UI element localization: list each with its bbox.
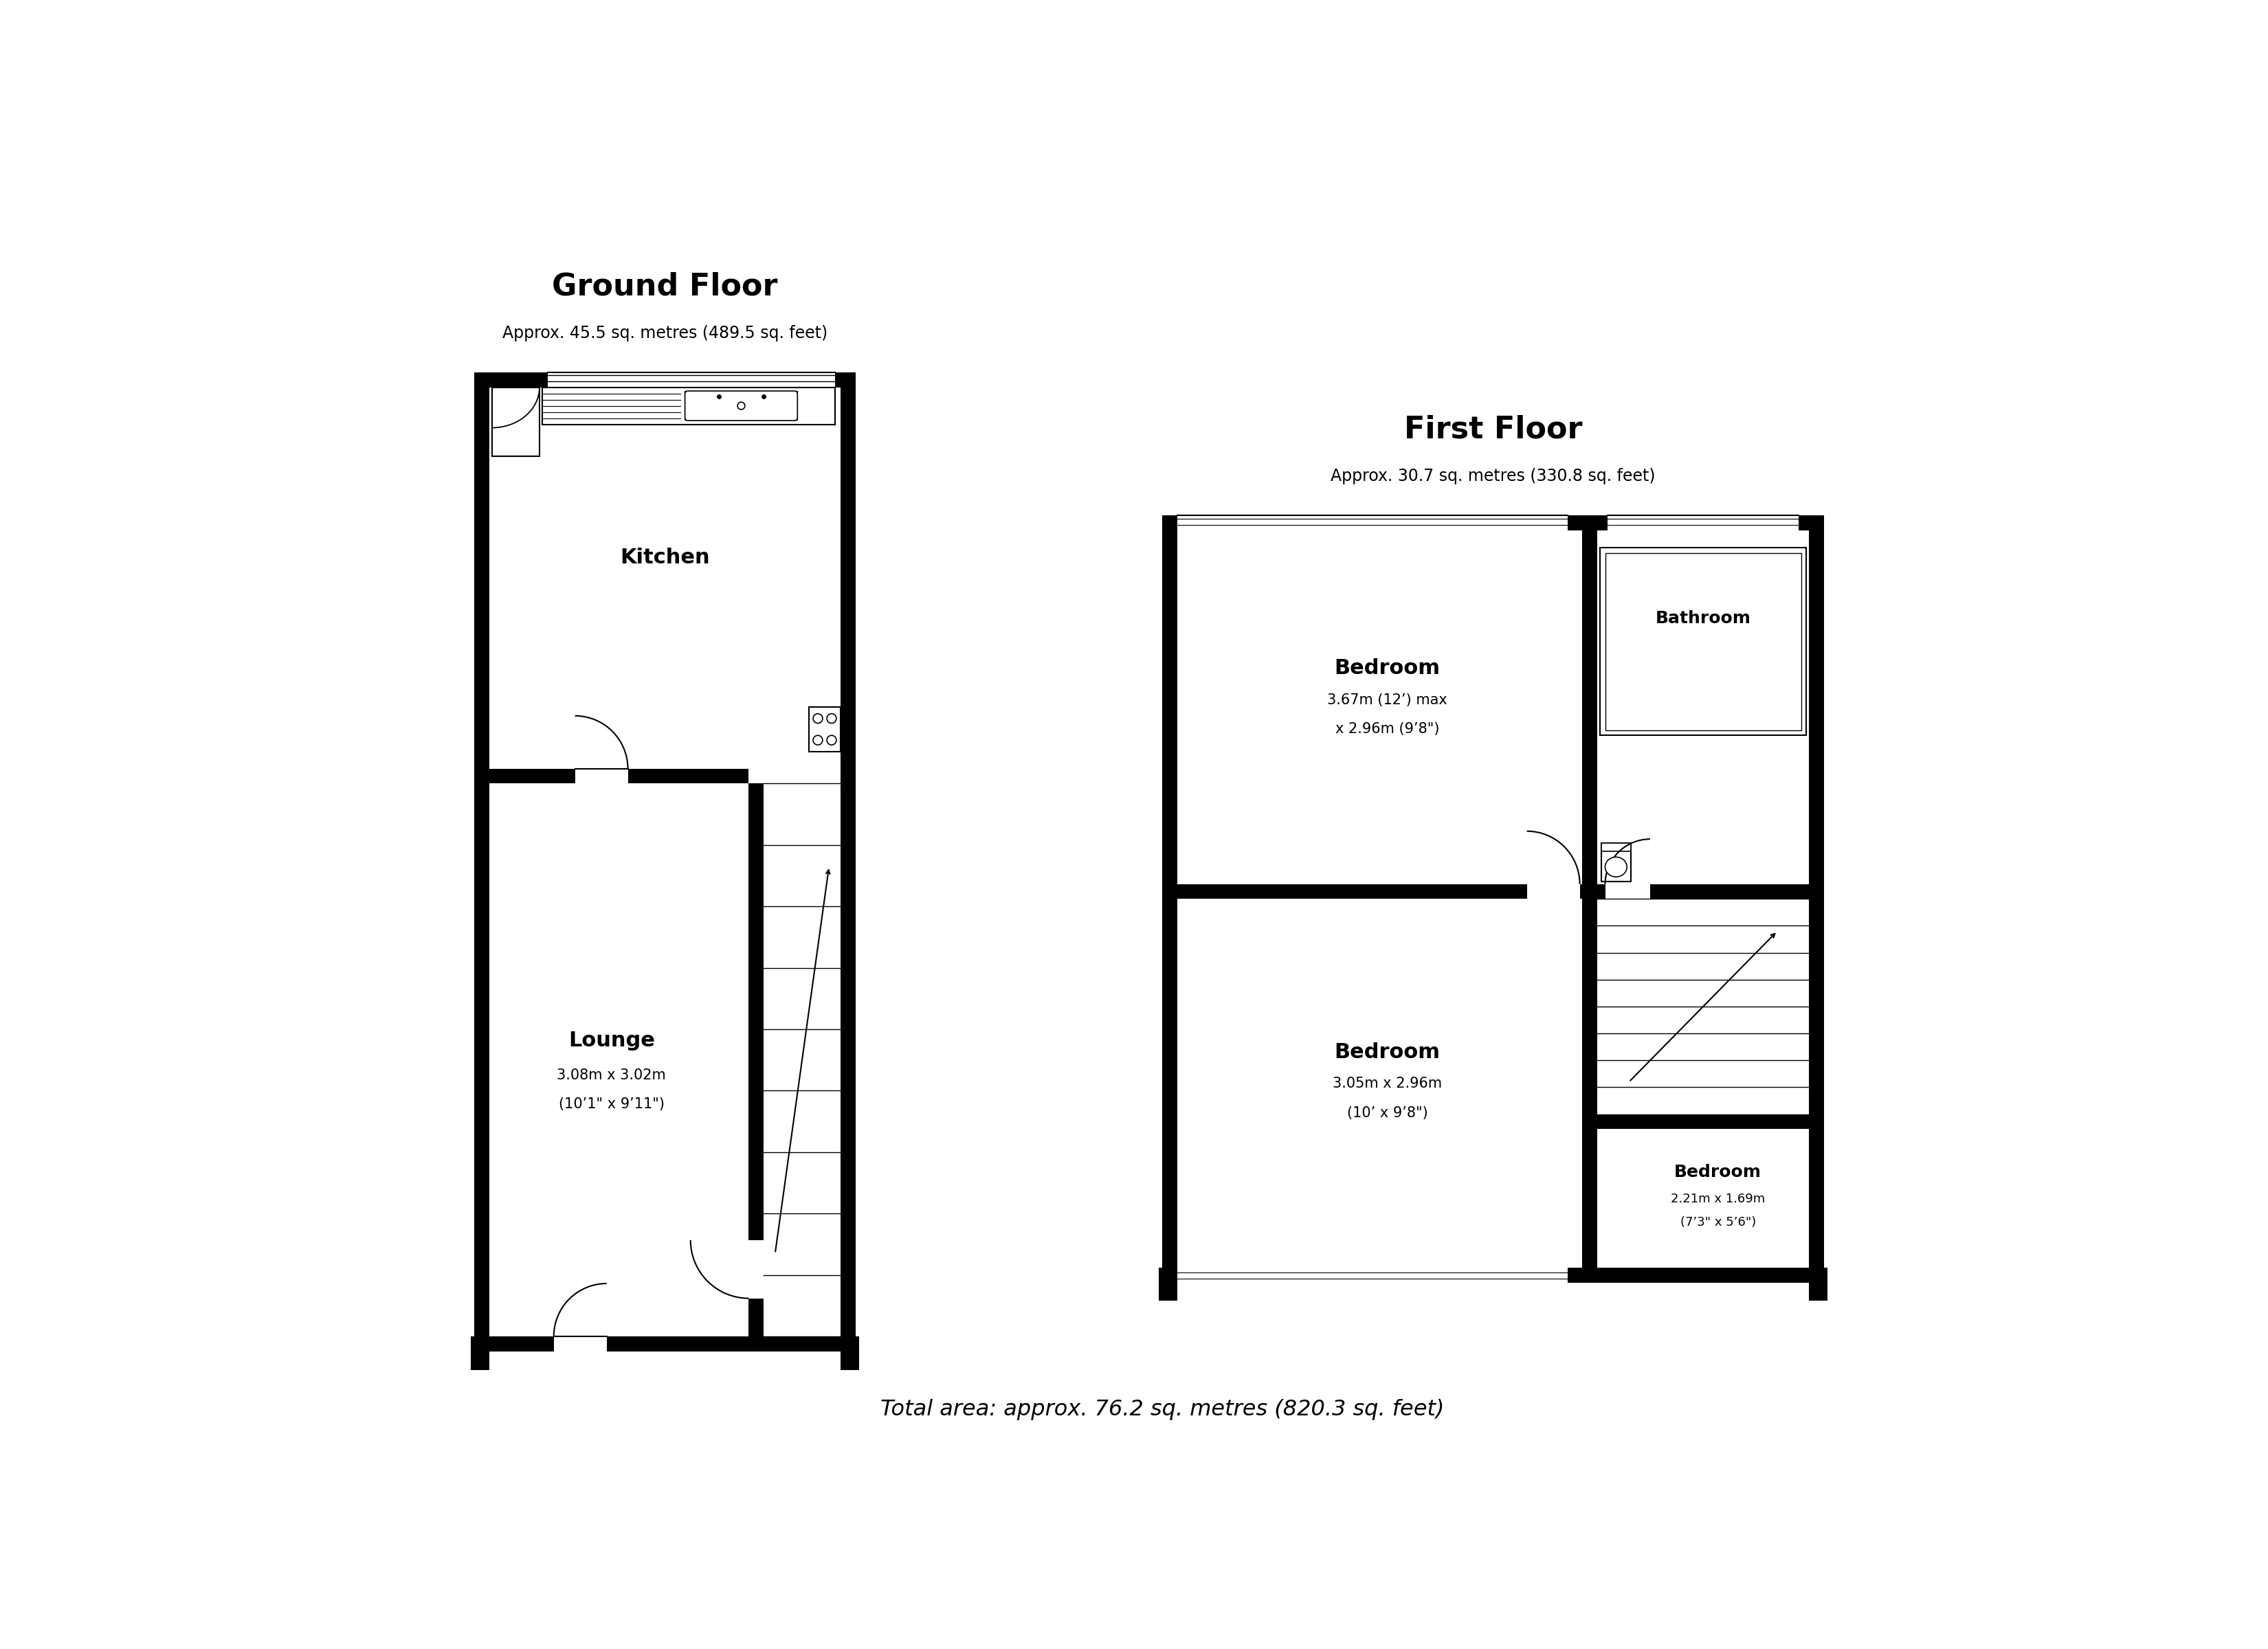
Text: 3.67m (12’) max: 3.67m (12’) max [1327, 693, 1447, 707]
Bar [553, 1336, 608, 1351]
Bar [1177, 884, 1526, 899]
Bar [474, 373, 855, 388]
FancyBboxPatch shape [685, 391, 798, 420]
Text: (10’ x 9’8"): (10’ x 9’8") [1347, 1106, 1427, 1120]
Text: 2.21m x 1.69m: 2.21m x 1.69m [1672, 1192, 1765, 1205]
Bar [1526, 884, 1581, 899]
Circle shape [828, 714, 837, 724]
Bar [1159, 1268, 1177, 1301]
Text: 3.08m x 3.02m: 3.08m x 3.02m [558, 1069, 667, 1082]
Bar [1597, 1115, 1810, 1130]
Text: Bedroom: Bedroom [1334, 1042, 1440, 1062]
Text: x 2.96m (9’8"): x 2.96m (9’8") [1336, 722, 1440, 735]
Bar [748, 1298, 764, 1336]
Bar [474, 373, 490, 1351]
Text: (10’1" x 9’11"): (10’1" x 9’11") [558, 1098, 665, 1111]
Text: Ground Floor: Ground Floor [551, 272, 778, 302]
Text: Kitchen: Kitchen [619, 547, 710, 567]
Bar [1606, 552, 1801, 731]
Bar [1651, 884, 1823, 899]
Bar [1177, 1268, 1567, 1283]
Text: Bedroom: Bedroom [1334, 658, 1440, 678]
Bar [685, 391, 796, 420]
Bar [1601, 843, 1631, 882]
Bar [1608, 514, 1799, 529]
Bar [547, 373, 835, 388]
Bar [1601, 843, 1631, 851]
Bar [628, 768, 748, 783]
Circle shape [812, 735, 823, 745]
Bar [1597, 884, 1823, 899]
Text: First Floor: First Floor [1404, 414, 1583, 444]
Bar [1161, 1268, 1823, 1283]
Bar [1597, 884, 1606, 899]
Bar [1810, 1268, 1828, 1301]
Bar [1161, 514, 1823, 529]
Text: (7’3" x 5’6"): (7’3" x 5’6") [1681, 1217, 1755, 1229]
Bar [841, 373, 855, 1351]
Circle shape [812, 714, 823, 724]
Ellipse shape [1606, 857, 1626, 877]
Bar [748, 1240, 764, 1298]
Bar [1161, 514, 1177, 1283]
Bar [841, 1336, 860, 1370]
Bar [472, 1336, 490, 1370]
Text: Total area: approx. 76.2 sq. metres (820.3 sq. feet): Total area: approx. 76.2 sq. metres (820… [880, 1398, 1445, 1420]
Bar [810, 707, 841, 752]
Bar [1583, 514, 1597, 1283]
Bar [490, 768, 576, 783]
Bar [1606, 884, 1651, 899]
Bar [1810, 514, 1823, 1283]
Circle shape [828, 735, 837, 745]
Text: Bedroom: Bedroom [1674, 1164, 1762, 1181]
Text: Bathroom: Bathroom [1656, 610, 1751, 627]
Bar [748, 783, 764, 1336]
Text: 3.05m x 2.96m: 3.05m x 2.96m [1334, 1077, 1442, 1090]
Bar [474, 1336, 855, 1351]
Bar [542, 388, 835, 424]
Bar [492, 388, 540, 457]
Bar [1581, 884, 1583, 899]
Text: Lounge: Lounge [569, 1031, 655, 1050]
Text: Approx. 30.7 sq. metres (330.8 sq. feet): Approx. 30.7 sq. metres (330.8 sq. feet) [1331, 468, 1656, 485]
Bar [1177, 514, 1567, 529]
Bar [1599, 547, 1805, 735]
Bar [748, 783, 764, 1240]
Text: Approx. 45.5 sq. metres (489.5 sq. feet): Approx. 45.5 sq. metres (489.5 sq. feet) [501, 325, 828, 341]
